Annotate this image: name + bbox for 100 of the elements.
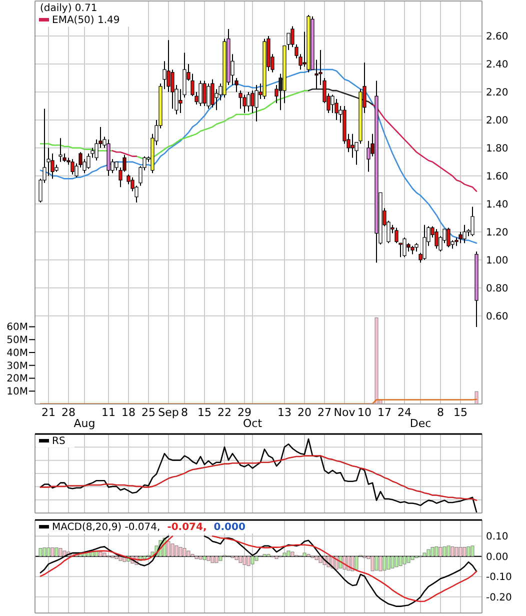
candlestick bbox=[446, 227, 450, 248]
bar bbox=[246, 556, 250, 566]
line-series bbox=[40, 68, 478, 244]
y-tick-label: 0.80 bbox=[486, 283, 508, 294]
series-label: -0.074, bbox=[167, 522, 207, 533]
annotation: 0.000 bbox=[214, 522, 246, 533]
candlestick bbox=[434, 228, 438, 250]
bar bbox=[430, 547, 434, 557]
candlestick bbox=[210, 78, 214, 108]
bar bbox=[198, 556, 202, 560]
bar bbox=[170, 544, 174, 557]
candlestick bbox=[70, 158, 74, 176]
bar bbox=[374, 556, 378, 571]
bar bbox=[202, 556, 206, 560]
y-tick-label: 1.40 bbox=[486, 199, 508, 210]
bar bbox=[238, 556, 242, 563]
bar bbox=[98, 552, 102, 557]
y-tick-label: 1.00 bbox=[486, 255, 508, 266]
bar bbox=[46, 548, 50, 557]
x-tick-label: Aug bbox=[74, 417, 96, 430]
candlestick bbox=[350, 133, 354, 158]
candlestick bbox=[422, 224, 426, 260]
y-tick-label: 0.60 bbox=[486, 311, 508, 322]
bar bbox=[206, 556, 210, 561]
bar bbox=[438, 547, 442, 557]
candlestick bbox=[290, 26, 294, 48]
bar bbox=[450, 546, 454, 557]
bar bbox=[350, 556, 354, 572]
bar bbox=[178, 547, 182, 557]
x-tick-label: Sep bbox=[158, 406, 179, 419]
bar bbox=[382, 556, 386, 571]
candlestick bbox=[334, 98, 338, 120]
bar bbox=[426, 549, 430, 557]
bar bbox=[390, 556, 394, 568]
x-tick-label: 28 bbox=[62, 406, 76, 419]
y2-tick-label: 50M bbox=[6, 335, 28, 346]
bar bbox=[254, 556, 258, 561]
bar bbox=[374, 318, 378, 404]
bar bbox=[318, 556, 322, 563]
bar bbox=[410, 556, 414, 560]
candlestick bbox=[458, 231, 462, 244]
bar bbox=[86, 552, 90, 557]
candlestick bbox=[202, 80, 206, 106]
bar bbox=[458, 547, 462, 557]
bar bbox=[166, 541, 170, 557]
bar bbox=[186, 550, 190, 557]
bar bbox=[102, 552, 106, 557]
bar bbox=[218, 556, 222, 561]
y-tick-label: 1.20 bbox=[486, 227, 508, 238]
x-tick-label: 27 bbox=[318, 406, 332, 419]
legend-label: EMA(50) 1.49 bbox=[52, 15, 120, 26]
bar bbox=[58, 548, 62, 557]
bar bbox=[378, 556, 382, 572]
x-tick-label: 15 bbox=[198, 406, 212, 419]
candlestick bbox=[198, 80, 202, 106]
y-tick-label: 1.80 bbox=[486, 143, 508, 154]
candlestick bbox=[394, 227, 398, 244]
y-tick-label: -0.10 bbox=[486, 572, 512, 584]
y-tick-label: 2.60 bbox=[486, 31, 508, 42]
bar bbox=[290, 552, 294, 557]
bar bbox=[194, 556, 198, 560]
y-tick-label: 2.40 bbox=[486, 59, 508, 70]
x-tick-label: 18 bbox=[122, 406, 136, 419]
candlestick bbox=[462, 224, 466, 244]
bar bbox=[42, 548, 46, 557]
x-tick-label: 24 bbox=[398, 406, 412, 419]
x-tick-label: 29 bbox=[238, 406, 252, 419]
y2-tick-label: 40M bbox=[6, 348, 28, 359]
bar bbox=[250, 556, 254, 564]
bar bbox=[262, 554, 266, 557]
x-tick-label: 10 bbox=[358, 406, 372, 419]
x-tick-label: 8 bbox=[181, 406, 188, 419]
bar bbox=[274, 556, 278, 560]
bar bbox=[190, 554, 194, 557]
candlestick bbox=[242, 94, 246, 114]
bar bbox=[462, 547, 466, 557]
bar bbox=[402, 556, 406, 564]
bar bbox=[210, 556, 214, 563]
bar bbox=[446, 546, 450, 557]
candlestick bbox=[58, 138, 62, 162]
bar bbox=[470, 546, 474, 557]
bar bbox=[454, 547, 458, 557]
x-tick-label: Oct bbox=[242, 417, 263, 430]
x-tick-label: 22 bbox=[218, 406, 232, 419]
bar bbox=[38, 548, 42, 557]
x-tick-label: 15 bbox=[454, 406, 468, 419]
bar bbox=[282, 552, 286, 557]
bar bbox=[434, 546, 438, 557]
bar bbox=[114, 556, 118, 560]
y2-tick-label: 30M bbox=[6, 360, 28, 372]
bar bbox=[406, 556, 410, 563]
bar bbox=[442, 546, 446, 557]
bar bbox=[214, 556, 218, 563]
x-tick-label: Nov bbox=[334, 406, 356, 419]
bar bbox=[302, 552, 306, 557]
bar bbox=[142, 556, 146, 560]
x-tick-label: 25 bbox=[142, 406, 156, 419]
candlestick bbox=[402, 236, 406, 258]
x-tick-label: 11 bbox=[102, 406, 116, 419]
bar bbox=[234, 556, 238, 560]
